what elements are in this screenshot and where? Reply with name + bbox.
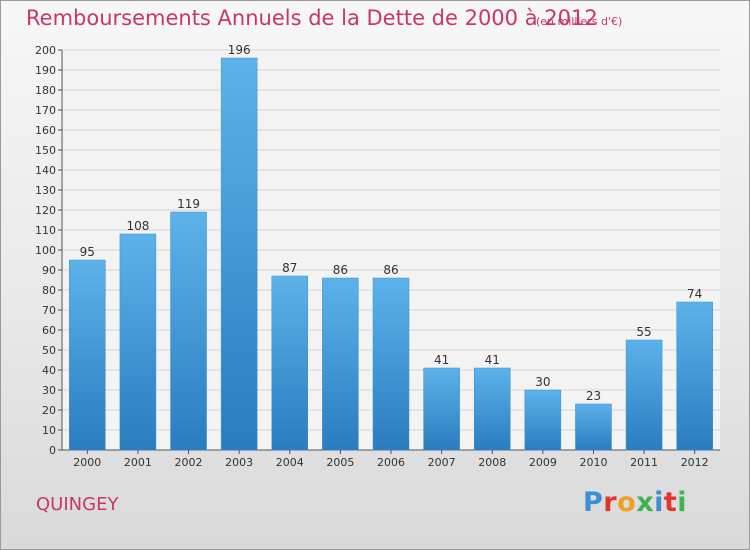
x-tick-label: 2007 bbox=[428, 456, 456, 469]
bar-value-label: 55 bbox=[636, 325, 651, 339]
y-tick-label: 190 bbox=[35, 64, 56, 77]
y-tick-label: 120 bbox=[35, 204, 56, 217]
y-tick-label: 60 bbox=[42, 324, 56, 337]
bar-value-label: 41 bbox=[485, 353, 500, 367]
x-tick-label: 2004 bbox=[276, 456, 304, 469]
proxiti-logo[interactable]: Proxiti bbox=[583, 487, 687, 518]
y-tick-label: 200 bbox=[35, 44, 56, 57]
x-tick-label: 2008 bbox=[478, 456, 506, 469]
logo-letter: o bbox=[617, 487, 637, 518]
logo-letter: i bbox=[654, 487, 664, 518]
chart-title: Remboursements Annuels de la Dette de 20… bbox=[26, 6, 598, 30]
y-tick-label: 170 bbox=[35, 104, 56, 117]
bar bbox=[69, 259, 106, 451]
x-tick-label: 2010 bbox=[579, 456, 607, 469]
bar bbox=[625, 339, 663, 451]
y-tick-label: 160 bbox=[35, 124, 56, 137]
bar bbox=[372, 277, 410, 451]
y-tick-label: 10 bbox=[42, 424, 56, 437]
bar-value-label: 41 bbox=[434, 353, 449, 367]
chart-subtitle: (en milliers d'€) bbox=[536, 15, 623, 28]
bar bbox=[322, 277, 359, 451]
bar-value-label: 87 bbox=[282, 261, 297, 275]
bar bbox=[423, 367, 460, 451]
x-tick-label: 2002 bbox=[175, 456, 203, 469]
bar-value-label: 86 bbox=[383, 263, 398, 277]
logo-letter: i bbox=[677, 487, 688, 518]
commune-name: QUINGEY bbox=[36, 494, 119, 515]
x-tick-label: 2012 bbox=[681, 456, 709, 469]
y-tick-label: 20 bbox=[42, 404, 56, 417]
y-tick-label: 130 bbox=[35, 184, 56, 197]
x-tick-label: 2006 bbox=[377, 456, 405, 469]
logo-letter: x bbox=[636, 487, 655, 518]
bar bbox=[220, 57, 258, 451]
bar bbox=[524, 389, 562, 451]
bar-value-label: 74 bbox=[687, 287, 702, 301]
logo-letter: t bbox=[663, 487, 678, 518]
bar-value-label: 86 bbox=[333, 263, 348, 277]
logo-letter: r bbox=[603, 487, 618, 518]
x-tick-label: 2005 bbox=[326, 456, 354, 469]
y-tick-label: 140 bbox=[35, 164, 56, 177]
y-tick-label: 50 bbox=[42, 344, 56, 357]
y-tick-label: 110 bbox=[35, 224, 56, 237]
y-tick-label: 100 bbox=[35, 244, 56, 257]
bar bbox=[575, 403, 612, 451]
bar bbox=[170, 211, 207, 451]
bar-value-label: 30 bbox=[535, 375, 550, 389]
bar bbox=[473, 367, 511, 451]
logo-letter: P bbox=[583, 487, 604, 518]
bar-value-label: 23 bbox=[586, 389, 601, 403]
x-tick-label: 2001 bbox=[124, 456, 152, 469]
x-tick-label: 2009 bbox=[529, 456, 557, 469]
y-tick-label: 0 bbox=[49, 444, 56, 457]
y-tick-label: 70 bbox=[42, 304, 56, 317]
bar-value-label: 108 bbox=[126, 219, 149, 233]
x-tick-label: 2011 bbox=[630, 456, 658, 469]
bar bbox=[271, 275, 309, 451]
y-tick-label: 180 bbox=[35, 84, 56, 97]
y-tick-label: 150 bbox=[35, 144, 56, 157]
bar bbox=[119, 233, 157, 451]
y-tick-label: 80 bbox=[42, 284, 56, 297]
y-tick-label: 30 bbox=[42, 384, 56, 397]
bar-value-label: 196 bbox=[228, 43, 251, 57]
x-tick-label: 2000 bbox=[73, 456, 101, 469]
bar-value-label: 119 bbox=[177, 197, 200, 211]
bar-value-label: 95 bbox=[80, 245, 95, 259]
y-tick-label: 40 bbox=[42, 364, 56, 377]
x-tick-label: 2003 bbox=[225, 456, 253, 469]
bar bbox=[676, 301, 713, 451]
y-tick-label: 90 bbox=[42, 264, 56, 277]
